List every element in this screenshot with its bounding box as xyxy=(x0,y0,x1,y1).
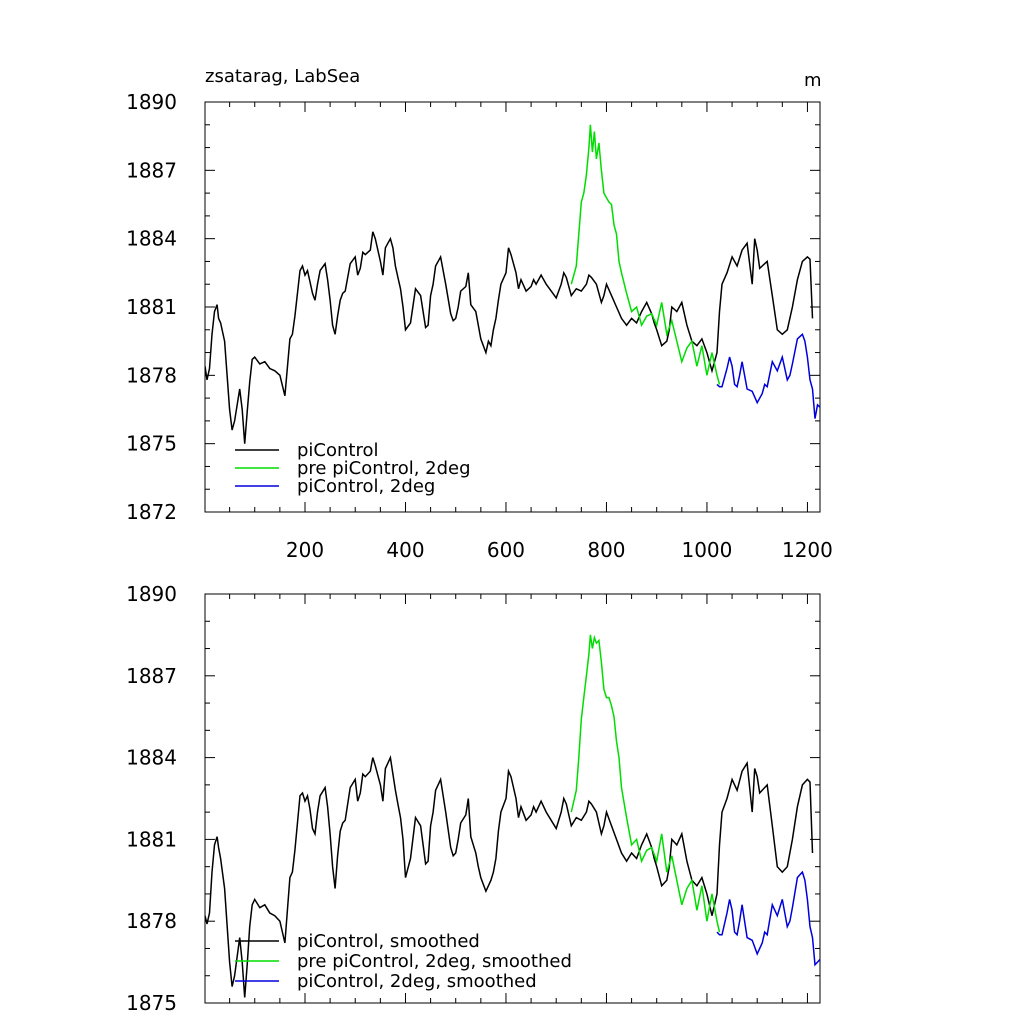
x-tick-label: 1200 xyxy=(782,538,833,562)
series-line-2 xyxy=(570,634,721,933)
y-tick-label: 1890 xyxy=(126,90,177,114)
series-line-3 xyxy=(716,870,820,967)
y-tick-label: 1875 xyxy=(126,991,177,1015)
y-tick-label: 1878 xyxy=(126,363,177,387)
y-tick-label: 1875 xyxy=(126,432,177,456)
y-tick-label: 1872 xyxy=(126,500,177,524)
series-line-2 xyxy=(570,124,721,385)
series-line-1 xyxy=(205,231,814,444)
legend-label-3: piControl, 2deg xyxy=(297,476,435,497)
x-tick-label: 600 xyxy=(487,538,525,562)
y-tick-label: 1881 xyxy=(126,295,177,319)
chart-title: zsatarag, LabSea xyxy=(205,66,360,87)
y-tick-label: 1881 xyxy=(126,827,177,851)
chart-panel-2: 1875 1878 1881 1884 1887 1890 piControl, smoot… xyxy=(126,582,821,1015)
series-line-1 xyxy=(205,754,814,998)
legend-label-2: pre piControl, 2deg xyxy=(297,458,471,479)
y-tick-label: 1884 xyxy=(126,227,177,251)
x-tick-label: 1000 xyxy=(681,538,732,562)
y-tick-label: 1887 xyxy=(126,664,177,688)
legend-label-3: piControl, 2deg, smoothed xyxy=(297,971,537,992)
x-tick-label: 200 xyxy=(286,538,324,562)
plot-frame xyxy=(204,593,821,1004)
series-line-3 xyxy=(716,332,820,419)
y-tick-label: 1887 xyxy=(126,158,177,182)
y-tick-label: 1890 xyxy=(126,582,177,606)
x-tick-label: 400 xyxy=(386,538,424,562)
y-tick-label: 1884 xyxy=(126,746,177,770)
x-tick-label: 800 xyxy=(587,538,625,562)
legend-label-1: piControl, smoothed xyxy=(297,931,480,952)
chart-panel-1: 1872 1875 1878 1881 1884 1887 1890 200 400 600 800… xyxy=(126,66,833,562)
chart-units: m xyxy=(804,70,822,91)
y-tick-label: 1878 xyxy=(126,909,177,933)
legend-label-1: piControl xyxy=(297,440,379,461)
legend-label-2: pre piControl, 2deg, smoothed xyxy=(297,951,572,972)
